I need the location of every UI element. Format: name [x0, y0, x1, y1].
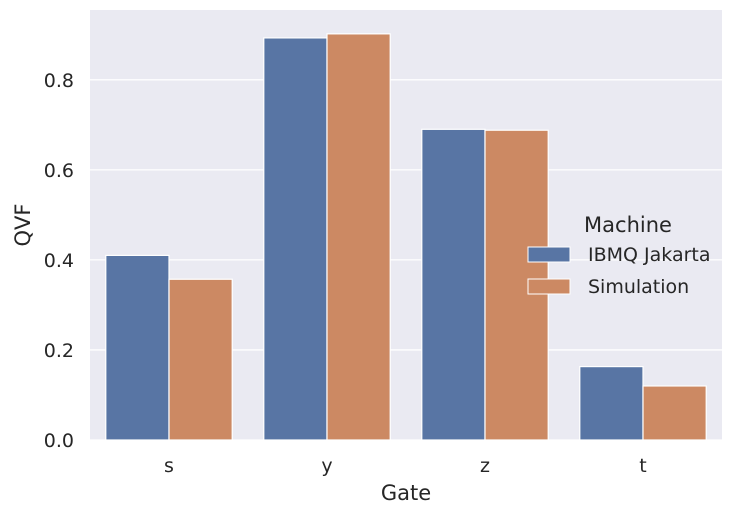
bar-s-simulation	[168, 278, 233, 441]
x-tick-label: z	[480, 455, 490, 477]
bar-y-ibmq-jakarta	[263, 37, 328, 441]
y-tick-label: 0.6	[44, 160, 74, 182]
legend: Machine IBMQ Jakarta Simulation	[527, 213, 711, 298]
legend-swatch	[527, 246, 571, 263]
y-tick-label: 0.0	[44, 430, 74, 452]
x-tick-label: y	[321, 455, 332, 477]
bar-y-simulation	[326, 33, 391, 441]
y-tick-label: 0.2	[44, 340, 74, 362]
x-axis-label: Gate	[381, 481, 431, 505]
legend-title: Machine	[584, 213, 672, 237]
x-tick-label: t	[639, 455, 646, 477]
bars	[105, 33, 707, 441]
legend-entry-label: IBMQ Jakarta	[588, 244, 711, 266]
legend-entry-label: Simulation	[588, 276, 689, 298]
y-tick-label: 0.4	[44, 250, 74, 272]
bar-t-ibmq-jakarta	[579, 366, 644, 441]
bar-z-ibmq-jakarta	[421, 128, 486, 441]
bar-s-ibmq-jakarta	[105, 254, 170, 441]
y-tick-label: 0.8	[44, 70, 74, 92]
y-tick-labels: 0.0 0.2 0.4 0.6 0.8	[44, 70, 74, 452]
x-tick-label: s	[164, 455, 174, 477]
legend-swatch	[527, 278, 571, 295]
bar-t-simulation	[642, 385, 707, 441]
y-axis-label: QVF	[11, 204, 35, 247]
